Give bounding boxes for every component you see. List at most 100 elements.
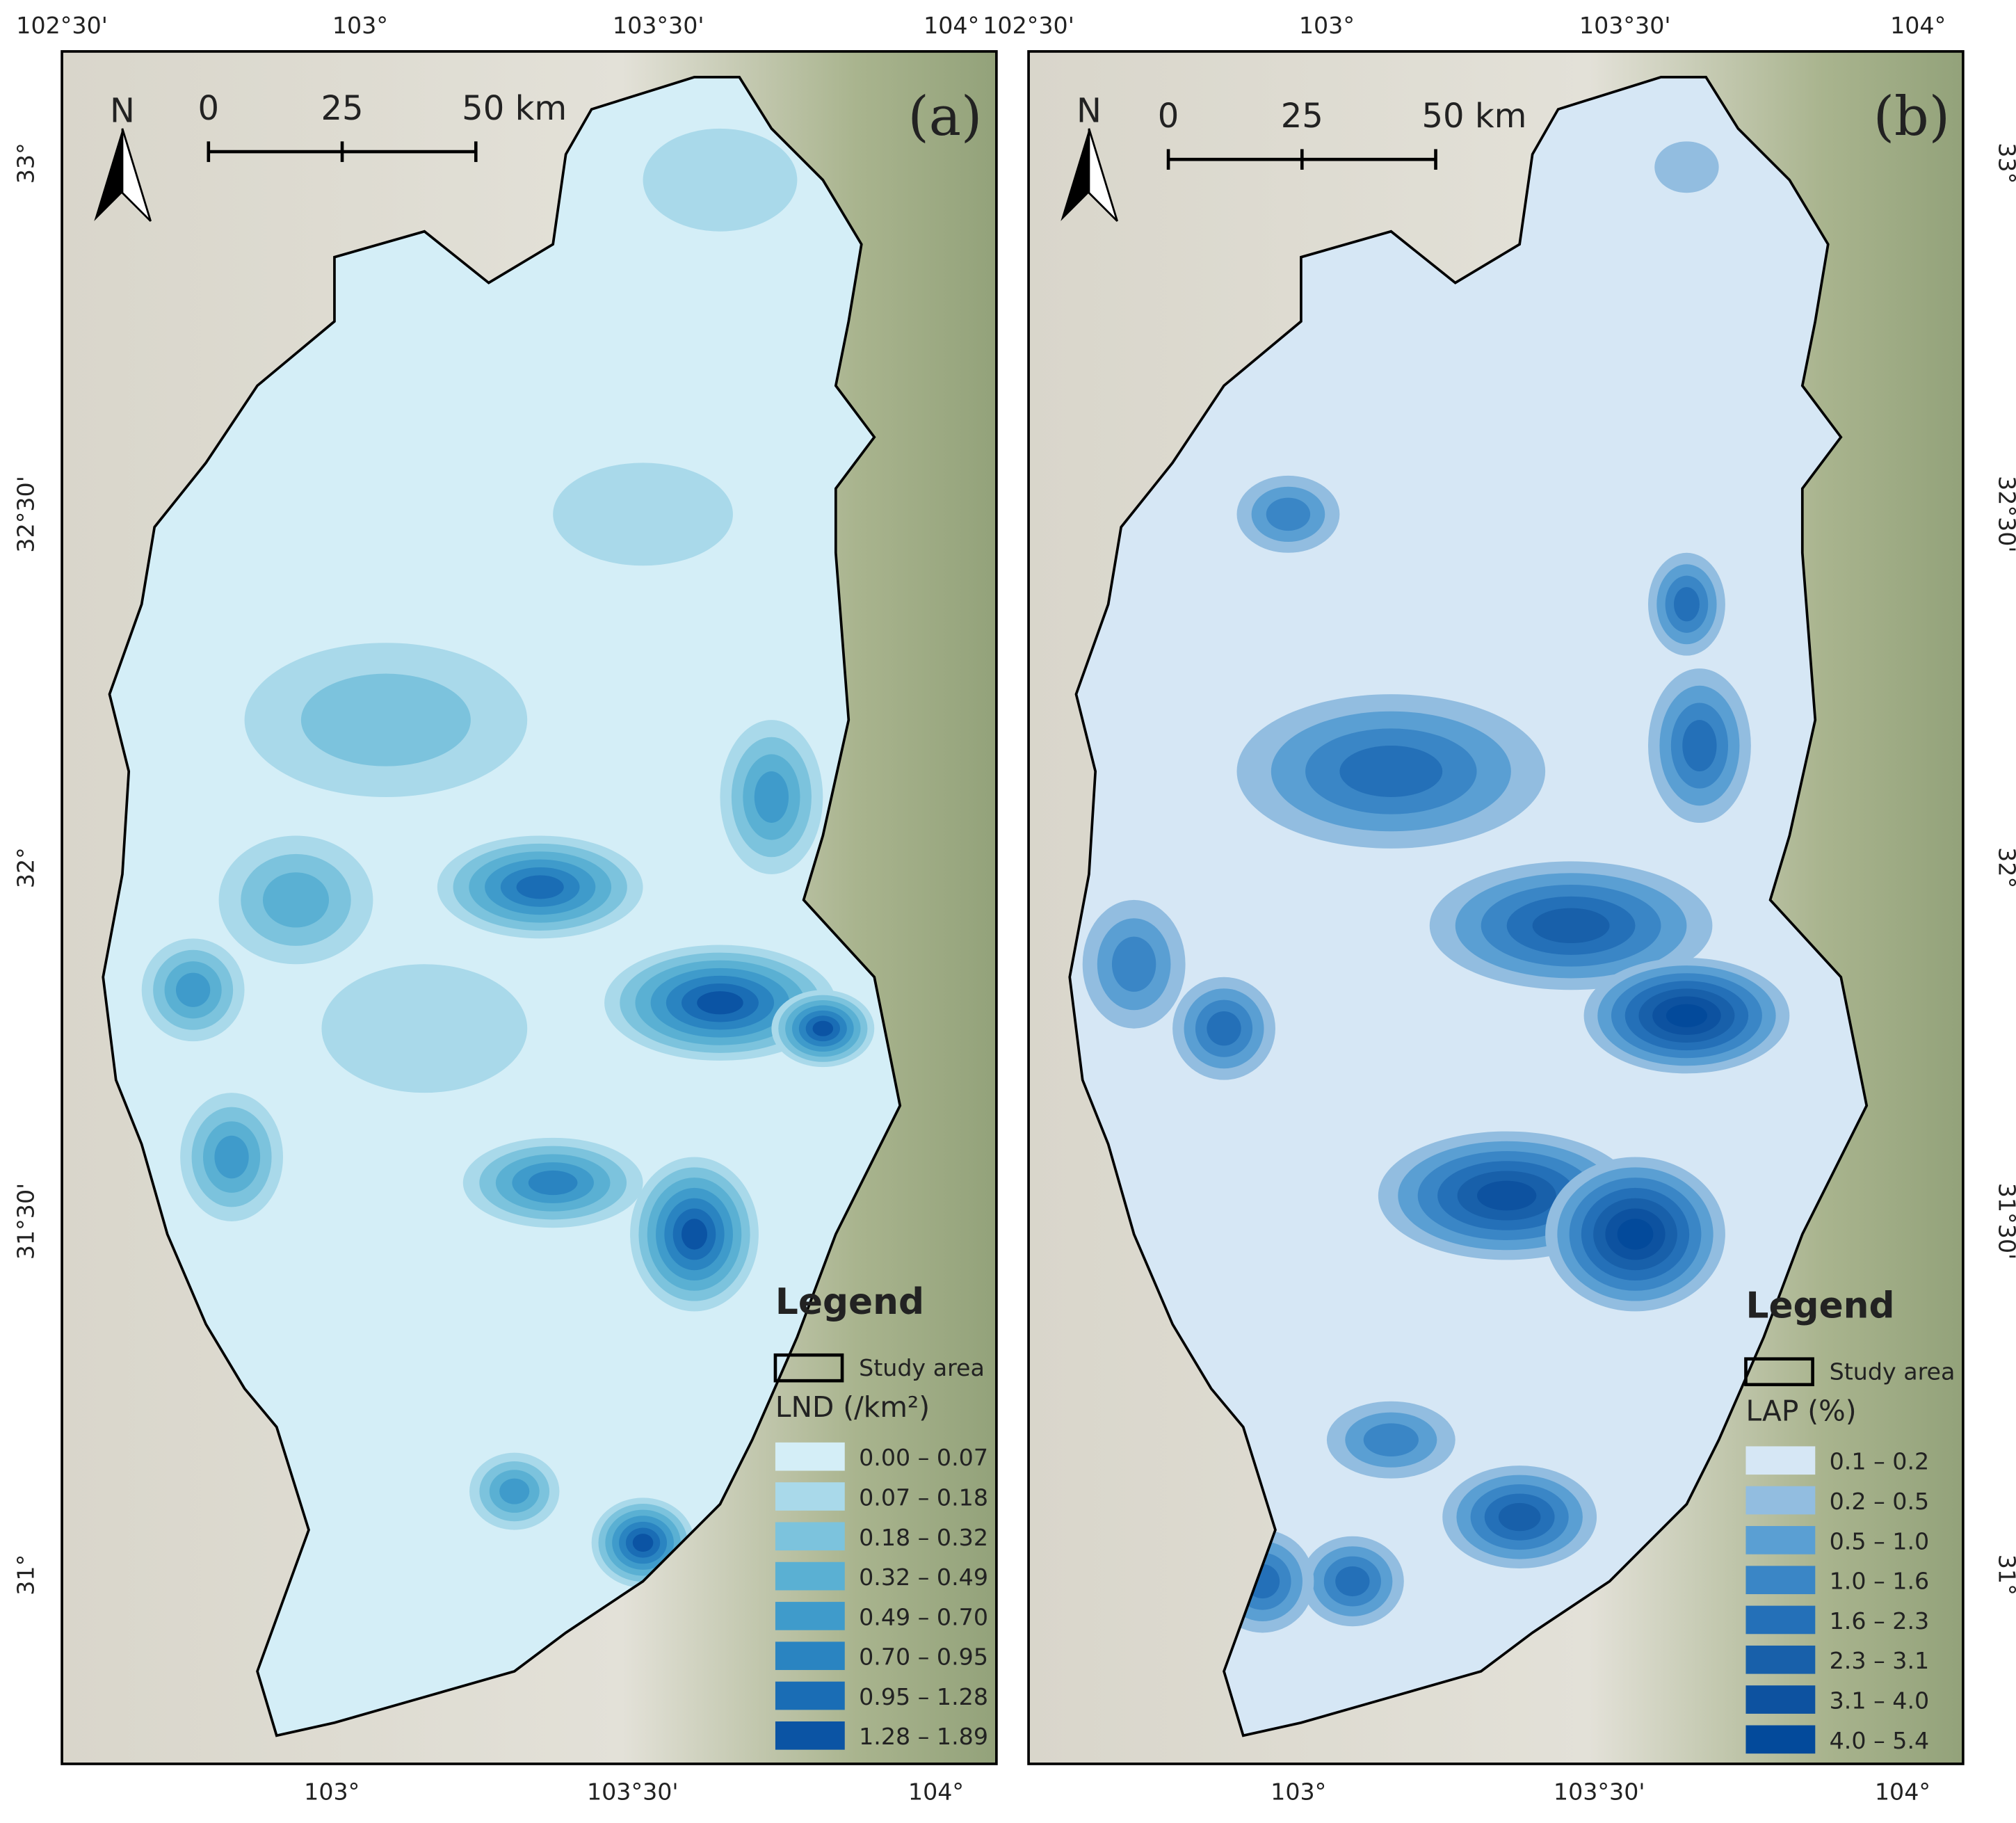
scale-label: 50 km	[462, 89, 567, 128]
north-label: N	[110, 92, 135, 131]
side-tick-label: 32°30'	[12, 476, 39, 552]
density-zone	[1532, 908, 1610, 944]
side-tick-label: 32°	[1994, 847, 2016, 888]
density-zone	[812, 1020, 834, 1036]
legend-class-label: 1.6 – 2.3	[1830, 1607, 1930, 1635]
density-zone	[643, 128, 798, 232]
density-zone	[1111, 936, 1156, 992]
legend-swatch	[1745, 1645, 1816, 1674]
legend-class-label: 0.5 – 1.0	[1830, 1527, 1930, 1555]
bottom-tick-label: 103°30'	[1554, 1778, 1645, 1806]
legend-swatch	[775, 1602, 845, 1630]
density-zone	[1335, 1566, 1370, 1597]
study-area-swatch	[773, 1353, 844, 1383]
map-panel: 102°30' 103° 103°30' 104° 103° 103°30' 104° 33°…	[12, 12, 998, 1806]
side-tick-label: 33°	[1994, 143, 2016, 184]
top-tick-label: 102°30'	[983, 12, 1074, 39]
density-zone	[1682, 720, 1717, 772]
legend-class-label: 0.00 – 0.07	[859, 1444, 988, 1471]
density-zone	[1617, 1219, 1654, 1250]
study-area-label: Study area	[859, 1354, 985, 1381]
study-area-fill	[103, 77, 901, 1736]
bottom-tick-label: 104°	[1875, 1778, 1930, 1806]
legend-class-label: 0.1 – 0.2	[1830, 1448, 1930, 1475]
legend-swatch	[1745, 1446, 1816, 1475]
side-tick-label: 31°	[12, 1555, 39, 1596]
legend-title: Legend	[775, 1281, 924, 1323]
legend-swatch	[1745, 1725, 1816, 1754]
scale-label: 50 km	[1421, 97, 1526, 136]
density-zone	[632, 1534, 654, 1552]
legend-class-label: 0.70 – 0.95	[859, 1644, 988, 1671]
study-area-boundary	[1068, 76, 1869, 1737]
legend-swatch	[775, 1681, 845, 1710]
side-tick-label: 32°30'	[1994, 476, 2016, 552]
study-area-boundary	[102, 76, 902, 1737]
panel-label: (b)	[1873, 86, 1950, 148]
side-tick-label: 33°	[12, 143, 39, 184]
top-tick-label: 102°30'	[16, 12, 108, 39]
north-arrow-right	[121, 128, 152, 222]
legend-swatch	[775, 1561, 845, 1591]
map-frame	[61, 50, 998, 1765]
legend-class-label: 0.18 – 0.32	[859, 1524, 988, 1551]
top-tick-label: 104°	[1890, 12, 1946, 39]
legend-variable: LAP (%)	[1745, 1394, 1856, 1427]
side-tick-label: 32°	[12, 847, 39, 888]
density-zone	[1339, 746, 1443, 797]
density-zone	[1654, 141, 1719, 193]
bottom-tick-label: 103°30'	[587, 1778, 679, 1806]
density-zone	[1363, 1423, 1419, 1456]
top-tick-label: 103°30'	[613, 12, 704, 39]
density-zone	[553, 463, 733, 566]
legend-swatch	[775, 1482, 845, 1511]
density-zone	[300, 673, 471, 766]
study-area-swatch	[1744, 1357, 1814, 1387]
density-zone	[321, 964, 528, 1093]
north-label: N	[1076, 92, 1102, 131]
top-tick-label: 103°	[1299, 12, 1355, 39]
scale-label: 25	[321, 89, 363, 128]
side-tick-label: 31°30'	[1994, 1183, 2016, 1260]
study-area-label: Study area	[1830, 1358, 1955, 1385]
density-zone	[214, 1135, 249, 1179]
study-area-fill	[1070, 77, 1867, 1736]
density-zone	[697, 991, 743, 1015]
scale-label: 25	[1281, 97, 1323, 136]
density-zone	[1673, 587, 1700, 622]
legend-class-label: 0.2 – 0.5	[1830, 1488, 1930, 1515]
side-tick-label: 31°	[1994, 1555, 2016, 1596]
top-tick-label: 103°30'	[1579, 12, 1671, 39]
density-zone	[1207, 1011, 1241, 1046]
legend-swatch	[1745, 1685, 1816, 1714]
legend-swatch	[1745, 1566, 1816, 1594]
density-zone	[1666, 1004, 1708, 1027]
legend-class-label: 0.32 – 0.49	[859, 1564, 988, 1591]
bottom-tick-label: 103°	[1271, 1778, 1326, 1806]
density-zone	[499, 1478, 530, 1504]
top-tick-label: 103°	[332, 12, 388, 39]
density-zone	[528, 1170, 578, 1196]
density-zone	[1266, 497, 1311, 531]
density-zone	[175, 972, 211, 1007]
scale-label: 0	[1158, 97, 1179, 136]
scale-label: 0	[198, 89, 220, 128]
density-zone	[516, 875, 564, 899]
legend-class-label: 0.07 – 0.18	[859, 1484, 988, 1511]
legend-class-label: 2.3 – 3.1	[1830, 1647, 1930, 1674]
legend-class-label: 0.49 – 0.70	[859, 1603, 988, 1630]
legend-variable: LND (/km²)	[775, 1390, 930, 1424]
legend-swatch	[775, 1522, 845, 1551]
legend-swatch	[1745, 1486, 1816, 1515]
density-zone	[262, 872, 330, 928]
panel-label: (a)	[908, 86, 982, 148]
top-tick-label: 104°	[924, 12, 979, 39]
legend-class-label: 1.0 – 1.6	[1830, 1568, 1930, 1595]
side-tick-label: 31°30'	[12, 1183, 39, 1260]
map-frame	[1027, 50, 1965, 1765]
bottom-tick-label: 104°	[908, 1778, 964, 1806]
legend-title: Legend	[1745, 1285, 1894, 1327]
legend-swatch	[775, 1721, 845, 1750]
bottom-tick-label: 103°	[304, 1778, 360, 1806]
